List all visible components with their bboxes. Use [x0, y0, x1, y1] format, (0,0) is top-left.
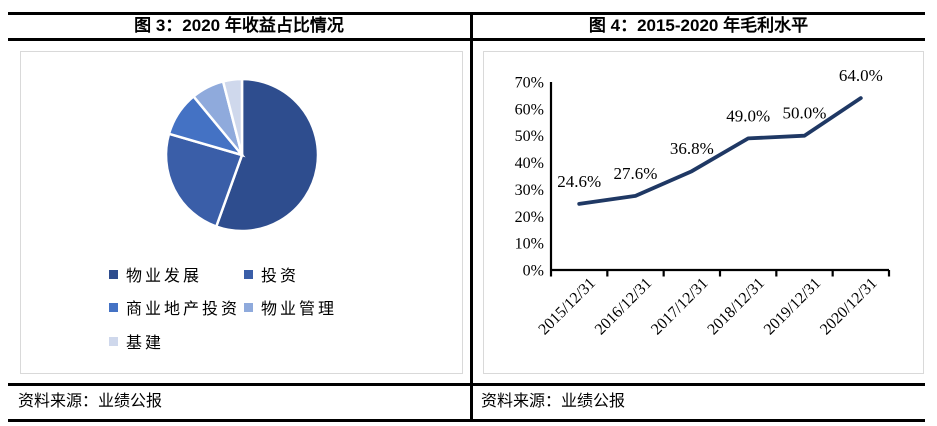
figure4-title: 图 4：2015-2020 年毛利水平 — [588, 16, 809, 35]
x-tick-label: 2018/12/31 — [704, 275, 768, 339]
pie-slice-0 — [214, 77, 320, 233]
x-tick-label: 2020/12/31 — [817, 275, 881, 339]
line-chart: 0% 10% 20% 30% 40% 50% 60% 70% 2015/12/312016/12… — [515, 66, 891, 339]
figure3-source: 资料来源：业绩公报 — [18, 393, 163, 410]
y-tick-label: 10% — [515, 236, 544, 253]
column-divider — [470, 12, 473, 421]
data-label: 36.8% — [670, 139, 714, 158]
y-tick-label: 0% — [523, 263, 544, 280]
x-tick-label: 2019/12/31 — [761, 275, 825, 339]
x-tick-label: 2016/12/31 — [592, 275, 656, 339]
y-tick-label: 70% — [515, 75, 544, 92]
data-label: 49.0% — [726, 106, 770, 125]
figure4-source: 资料来源：业绩公报 — [481, 393, 626, 410]
y-tick-label: 40% — [515, 155, 544, 172]
table-rule-under-titles — [8, 38, 925, 41]
x-tick-label: 2015/12/31 — [535, 275, 599, 339]
data-label: 27.6% — [614, 164, 658, 183]
table-rule-top — [8, 12, 925, 15]
data-label: 64.0% — [839, 66, 883, 85]
y-tick-label: 20% — [515, 209, 544, 226]
pie-chart-panel: 物业发展 投资 商业地产投资 物业管理 基建 — [20, 51, 463, 374]
data-label: 24.6% — [557, 172, 601, 191]
pie-slice-4 — [221, 77, 244, 156]
y-tick-label: 60% — [515, 101, 544, 118]
y-tick-label: 30% — [515, 182, 544, 199]
gross-margin-line-series — [577, 96, 863, 206]
y-tick-label: 50% — [515, 128, 544, 145]
data-label: 50.0% — [783, 104, 827, 123]
table-rule-above-source — [8, 383, 925, 386]
pie-chart — [164, 77, 320, 233]
table-rule-bottom — [8, 419, 925, 422]
line-chart-panel: 0% 10% 20% 30% 40% 50% 60% 70% 2015/12/31 2016/12… — [483, 51, 924, 374]
pie-slice-1 — [164, 132, 244, 229]
x-tick-label: 2017/12/31 — [648, 275, 712, 339]
figure3-title: 图 3：2020 年收益占比情况 — [134, 16, 344, 35]
